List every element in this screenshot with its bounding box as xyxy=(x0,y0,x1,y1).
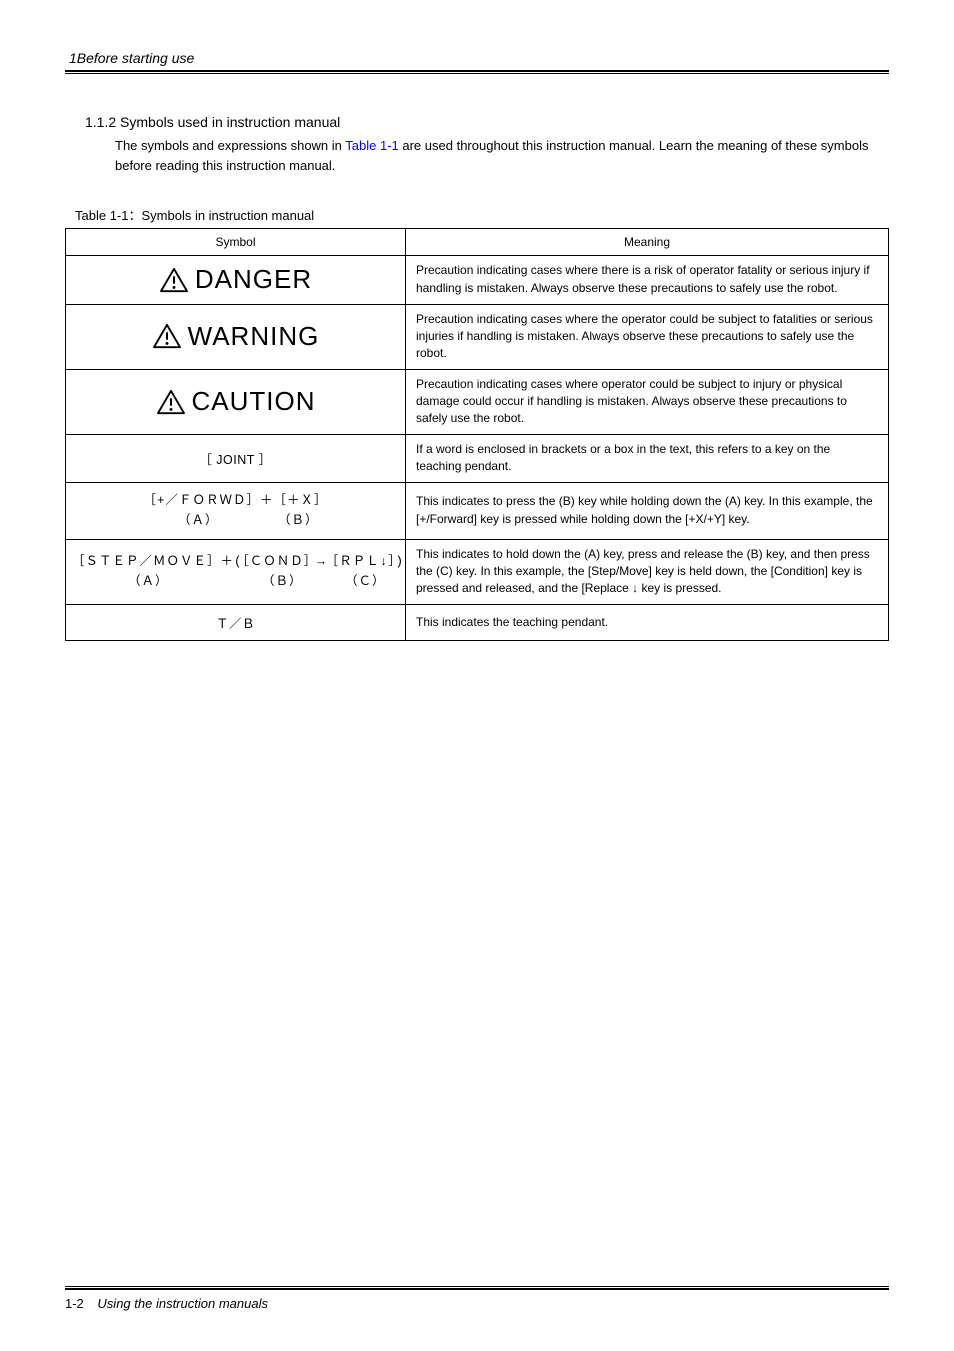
table-caption: Table 1-1：Symbols in instruction manual xyxy=(75,205,889,224)
footer: 1-2 Using the instruction manuals xyxy=(65,1286,889,1311)
table-row: WARNING Precaution indicating cases wher… xyxy=(66,304,889,369)
footer-text: 1-2 Using the instruction manuals xyxy=(65,1296,889,1311)
running-header: 1Before starting use xyxy=(65,50,889,66)
symbol-cell-joint: ［ JOINT ］ xyxy=(66,434,406,482)
page: 1Before starting use 1.1.2 Symbols used … xyxy=(0,0,954,1351)
section-heading: 1.1.2 Symbols used in instruction manual xyxy=(85,114,889,130)
meaning-tb: This indicates the teaching pendant. xyxy=(406,604,889,640)
table-ref-link[interactable]: Table 1-1 xyxy=(345,138,398,153)
symbol-cell-danger: DANGER xyxy=(66,256,406,305)
meaning-caution: Precaution indicating cases where operat… xyxy=(406,369,889,434)
table-row: ［ JOINT ］ If a word is enclosed in brack… xyxy=(66,434,889,482)
warning-triangle-icon xyxy=(159,267,189,293)
caution-label: CAUTION xyxy=(192,386,316,417)
section-body-pre: The symbols and expressions shown in xyxy=(115,138,345,153)
symbol-cell-stepmove: ［ＳＴＥＰ／ＭＯＶＥ］＋(［ＣＯＮＤ］→［ＲＰＬ↓］) （Ａ） （Ｂ） （Ｃ） xyxy=(66,539,406,604)
footer-rule xyxy=(65,1286,889,1290)
symbol-cell-forwd: ［+／ＦＯＲＷＤ］＋［＋Ｘ］ （Ａ） （Ｂ） xyxy=(66,482,406,539)
section-number: 1.1.2 xyxy=(85,114,116,130)
caution-block: CAUTION xyxy=(156,386,316,417)
warning-triangle-icon xyxy=(152,323,182,349)
footer-page-number: 1-2 xyxy=(65,1296,84,1311)
meaning-warning: Precaution indicating cases where the op… xyxy=(406,304,889,369)
table-row: CAUTION Precaution indicating cases wher… xyxy=(66,369,889,434)
stepmove-label: ［ＳＴＥＰ／ＭＯＶＥ］＋(［ＣＯＮＤ］→［ＲＰＬ↓］) （Ａ） （Ｂ） （Ｃ） xyxy=(72,555,404,589)
symbol-cell-tb: Ｔ／Ｂ xyxy=(66,604,406,640)
table-row: ［ＳＴＥＰ／ＭＯＶＥ］＋(［ＣＯＮＤ］→［ＲＰＬ↓］) （Ａ） （Ｂ） （Ｃ） … xyxy=(66,539,889,604)
danger-label: DANGER xyxy=(195,264,312,295)
symbol-cell-caution: CAUTION xyxy=(66,369,406,434)
section-title: Symbols used in instruction manual xyxy=(120,114,340,130)
section-body: The symbols and expressions shown in Tab… xyxy=(115,136,889,175)
warning-triangle-icon xyxy=(156,389,186,415)
warning-block: WARNING xyxy=(152,321,320,352)
table-header-row: Symbol Meaning xyxy=(66,229,889,256)
table-head-meaning: Meaning xyxy=(406,229,889,256)
tb-label: Ｔ／Ｂ xyxy=(216,617,255,631)
table-row: Ｔ／Ｂ This indicates the teaching pendant. xyxy=(66,604,889,640)
meaning-danger: Precaution indicating cases where there … xyxy=(406,256,889,305)
table-row: ［+／ＦＯＲＷＤ］＋［＋Ｘ］ （Ａ） （Ｂ） This indicates to… xyxy=(66,482,889,539)
danger-block: DANGER xyxy=(159,264,312,295)
forwd-label: ［+／ＦＯＲＷＤ］＋［＋Ｘ］ （Ａ） （Ｂ） xyxy=(143,494,327,528)
table-head-symbol: Symbol xyxy=(66,229,406,256)
meaning-forwd: This indicates to press the (B) key whil… xyxy=(406,482,889,539)
header-rule xyxy=(65,70,889,74)
footer-section-name: Using the instruction manuals xyxy=(97,1296,268,1311)
symbol-cell-warning: WARNING xyxy=(66,304,406,369)
warning-label: WARNING xyxy=(188,321,320,352)
symbols-table: Symbol Meaning DANGER Precauti xyxy=(65,228,889,641)
table-row: DANGER Precaution indicating cases where… xyxy=(66,256,889,305)
joint-label: ［ JOINT ］ xyxy=(199,453,271,467)
meaning-joint: If a word is enclosed in brackets or a b… xyxy=(406,434,889,482)
meaning-stepmove: This indicates to hold down the (A) key,… xyxy=(406,539,889,604)
